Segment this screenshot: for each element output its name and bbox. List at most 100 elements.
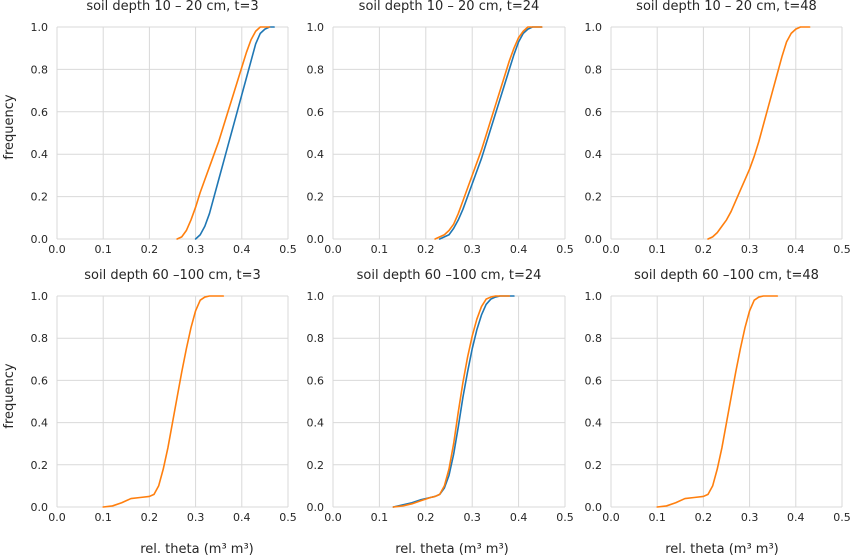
chart-title: soil depth 60 –100 cm, t=48 (634, 268, 819, 283)
y-tick-label: 0.2 (585, 191, 603, 204)
y-tick-label: 0.0 (31, 501, 49, 514)
y-tick-label: 0.8 (307, 332, 325, 345)
x-tick-label: 0.0 (602, 243, 620, 256)
series-line-1 (656, 295, 779, 508)
series-line-1 (102, 295, 225, 508)
y-tick-label: 1.0 (585, 21, 603, 34)
ylabel-bottom-row: frequency (2, 363, 17, 429)
plot-area (333, 27, 565, 239)
plot-area (57, 296, 288, 507)
y-tick-label: 1.0 (31, 290, 49, 303)
chart-title: soil depth 60 –100 cm, t=3 (84, 268, 261, 283)
chart-title: soil depth 10 – 20 cm, t=24 (359, 0, 540, 14)
x-tick-label: 0.4 (233, 243, 251, 256)
y-tick-label: 1.0 (307, 21, 325, 34)
plot-area (57, 27, 288, 239)
x-tick-label: 0.4 (510, 243, 528, 256)
chart-panel-1: soil depth 10 – 20 cm, t=3 0.0 0.1 0.2 0.3 0.… (31, 0, 297, 256)
x-tick-label: 0.1 (371, 243, 389, 256)
y-tick-label: 0.6 (31, 106, 49, 119)
x-tick-label: 0.2 (695, 511, 713, 524)
chart-panel-4: soil depth 60 –100 cm, t=3 0.0 0.1 0.2 0.3 0.… (31, 268, 297, 524)
y-tick-label: 0.4 (31, 417, 49, 430)
chart-title: soil depth 10 – 20 cm, t=3 (86, 0, 258, 14)
y-tick-label: 0.8 (31, 332, 49, 345)
y-tick-label: 0.6 (307, 374, 325, 387)
y-tick-label: 0.4 (307, 148, 325, 161)
x-tick-label: 0.1 (94, 511, 112, 524)
y-tick-label: 0.2 (31, 191, 49, 204)
y-tick-label: 0.8 (585, 63, 603, 76)
x-tick-label: 0.4 (233, 511, 251, 524)
x-tick-label: 0.3 (463, 511, 481, 524)
y-tick-label: 0.6 (585, 374, 603, 387)
xlabel-col-3: rel. theta (m³ m³) (665, 542, 779, 557)
y-tick-label: 0.0 (585, 501, 603, 514)
chart-panel-6: soil depth 60 –100 cm, t=48 0.0 0.1 0.2 0.3 0… (585, 268, 850, 524)
x-tick-label: 0.2 (695, 243, 713, 256)
x-tick-label: 0.2 (141, 511, 159, 524)
x-tick-label: 0.3 (463, 243, 481, 256)
y-tick-label: 0.0 (31, 233, 49, 246)
x-tick-label: 0.3 (187, 511, 205, 524)
y-tick-label: 0.8 (585, 332, 603, 345)
y-tick-label: 0.2 (31, 459, 49, 472)
series-line-1 (194, 26, 275, 240)
x-tick-label: 0.1 (94, 243, 112, 256)
y-tick-label: 1.0 (585, 290, 603, 303)
y-tick-label: 0.2 (585, 459, 603, 472)
x-tick-label: 0.5 (556, 511, 574, 524)
x-tick-label: 0.4 (510, 511, 528, 524)
x-tick-label: 0.4 (787, 243, 805, 256)
y-tick-label: 0.6 (585, 106, 603, 119)
series-line-2 (392, 295, 511, 508)
x-tick-label: 0.5 (279, 243, 297, 256)
chart-panel-3: soil depth 10 – 20 cm, t=48 0.0 0.1 0.2 0.3 0… (585, 0, 850, 256)
x-tick-label: 0.0 (48, 511, 66, 524)
y-tick-label: 0.2 (307, 459, 325, 472)
plot-area (611, 27, 842, 239)
series-line-1 (707, 26, 811, 240)
y-tick-label: 0.0 (585, 233, 603, 246)
x-tick-label: 0.4 (787, 511, 805, 524)
y-tick-label: 1.0 (31, 21, 49, 34)
x-tick-label: 0.1 (371, 511, 389, 524)
x-tick-label: 0.5 (833, 511, 850, 524)
x-tick-label: 0.0 (324, 243, 342, 256)
x-tick-label: 0.5 (556, 243, 574, 256)
plot-area (611, 296, 842, 507)
chart-panel-5: soil depth 60 –100 cm, t=24 0.0 0.1 0.2 0.3 0… (307, 268, 574, 524)
x-tick-label: 0.1 (648, 511, 666, 524)
x-tick-label: 0.0 (324, 511, 342, 524)
x-tick-label: 0.5 (833, 243, 850, 256)
chart-title: soil depth 10 – 20 cm, t=48 (636, 0, 817, 14)
y-tick-label: 1.0 (307, 290, 325, 303)
x-tick-label: 0.3 (741, 511, 759, 524)
y-tick-label: 0.4 (585, 148, 603, 161)
x-tick-label: 0.2 (417, 511, 435, 524)
y-tick-label: 0.4 (585, 417, 603, 430)
chart-panel-2: soil depth 10 – 20 cm, t=24 0.0 0.1 0.2 0.3 0… (307, 0, 574, 256)
x-tick-label: 0.0 (48, 243, 66, 256)
y-tick-label: 0.0 (307, 233, 325, 246)
series-line-2 (176, 26, 271, 240)
x-tick-label: 0.1 (648, 243, 666, 256)
y-tick-label: 0.2 (307, 191, 325, 204)
y-tick-label: 0.8 (31, 63, 49, 76)
series-line-2 (434, 26, 543, 240)
y-tick-label: 0.4 (31, 148, 49, 161)
x-tick-label: 0.2 (141, 243, 159, 256)
y-tick-label: 0.6 (31, 374, 49, 387)
x-tick-label: 0.0 (602, 511, 620, 524)
chart-title: soil depth 60 –100 cm, t=24 (357, 268, 542, 283)
y-tick-label: 0.6 (307, 106, 325, 119)
x-tick-label: 0.3 (741, 243, 759, 256)
xlabel-col-2: rel. theta (m³ m³) (395, 542, 509, 557)
y-tick-label: 0.0 (307, 501, 325, 514)
x-tick-label: 0.3 (187, 243, 205, 256)
y-tick-label: 0.8 (307, 63, 325, 76)
x-tick-label: 0.5 (279, 511, 297, 524)
chart-panels: soil depth 10 – 20 cm, t=3 0.0 0.1 0.2 0.3 0.… (31, 0, 850, 524)
xlabel-col-1: rel. theta (m³ m³) (140, 542, 254, 557)
